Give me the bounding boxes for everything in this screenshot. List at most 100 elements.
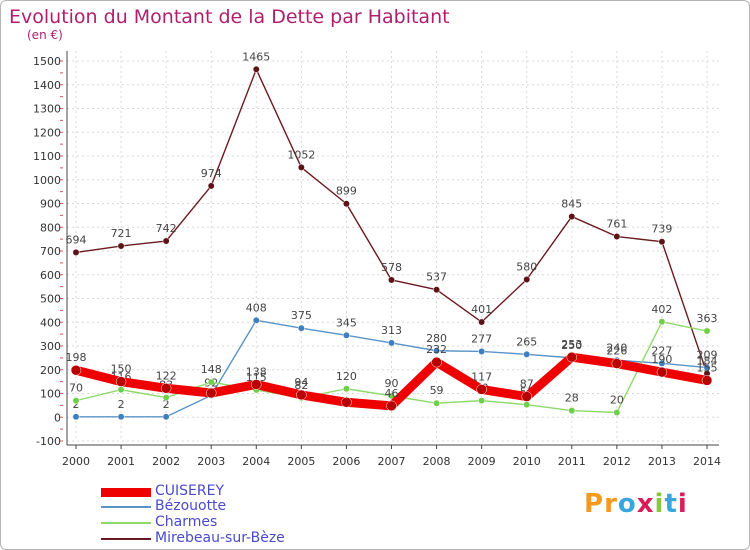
data-point-bezouotte — [388, 339, 395, 347]
data-label-bezouotte: 265 — [516, 335, 537, 348]
chart-title: Evolution du Montant de la Dette par Hab… — [9, 6, 450, 28]
x-tick-label: 2010 — [513, 455, 541, 468]
x-tick-label: 2005 — [287, 455, 315, 468]
y-tick-label: 400 — [40, 316, 61, 329]
x-tick-label: 2007 — [378, 455, 406, 468]
data-point-charmes — [388, 392, 395, 400]
data-point-cuiserey — [70, 364, 82, 376]
data-label-bezouotte: 375 — [291, 309, 312, 322]
data-label-bezouotte: 240 — [606, 341, 627, 354]
data-label-charmes: 363 — [697, 312, 718, 325]
plot-area — [67, 51, 719, 441]
x-tick-label: 2013 — [648, 455, 676, 468]
x-tick-label: 2003 — [197, 455, 225, 468]
data-point-mirebeau-sur-beze — [568, 213, 576, 221]
y-tick-label: 1000 — [33, 174, 61, 187]
data-label-bezouotte: 277 — [471, 332, 492, 345]
data-point-mirebeau-sur-beze — [297, 163, 305, 171]
data-point-charmes — [478, 397, 486, 405]
data-point-cuiserey — [656, 366, 668, 378]
data-point-charmes — [342, 385, 350, 393]
data-point-bezouotte — [117, 413, 125, 421]
y-tick-label: 500 — [40, 293, 61, 306]
data-label-mirebeau-sur-beze: 580 — [516, 261, 537, 274]
data-point-charmes — [568, 407, 576, 415]
data-point-mirebeau-sur-beze — [207, 182, 215, 190]
data-point-cuiserey — [296, 389, 307, 401]
data-label-bezouotte: 313 — [381, 324, 402, 337]
data-point-bezouotte — [72, 413, 80, 421]
data-label-mirebeau-sur-beze: 899 — [336, 185, 357, 198]
logo-letter: x — [636, 489, 655, 519]
y-tick-label: 600 — [40, 269, 61, 282]
legend-swatch-mirebeau — [101, 538, 151, 540]
y-tick-label: 1500 — [33, 55, 61, 68]
y-tick-label: 1300 — [33, 103, 61, 116]
data-label-mirebeau-sur-beze: 578 — [381, 261, 402, 274]
legend-label-cuiserey: CUISEREY — [155, 483, 225, 499]
data-label-mirebeau-sur-beze: 184 — [697, 355, 718, 368]
data-label-cuiserey: 138 — [246, 365, 267, 378]
legend-swatch-cuiserey — [101, 488, 151, 497]
data-label-mirebeau-sur-beze: 845 — [561, 198, 582, 211]
data-label-charmes: 28 — [565, 392, 579, 405]
data-point-charmes — [613, 409, 621, 416]
y-tick-label: 300 — [40, 340, 61, 353]
y-tick-label: 900 — [40, 198, 61, 211]
data-point-bezouotte — [433, 347, 441, 355]
legend-item-mirebeau: Mirebeau-sur-Bèze — [101, 530, 351, 547]
data-point-charmes — [523, 401, 531, 409]
y-tick-label: 700 — [40, 245, 61, 258]
chart-unit: (en €) — [27, 28, 63, 42]
data-label-bezouotte: 250 — [561, 339, 582, 352]
logo-letter: t — [664, 489, 678, 519]
x-tick-label: 2008 — [423, 455, 451, 468]
data-label-cuiserey: 253 — [561, 338, 582, 351]
data-point-mirebeau-sur-beze — [613, 233, 621, 240]
data-point-mirebeau-sur-beze — [117, 242, 125, 250]
data-label-cuiserey: 94 — [294, 376, 308, 389]
data-point-bezouotte — [342, 331, 350, 339]
logo-letter: i — [677, 489, 688, 519]
data-point-bezouotte — [523, 350, 531, 358]
data-point-bezouotte — [162, 413, 170, 421]
data-point-charmes — [72, 397, 80, 405]
data-point-bezouotte — [478, 348, 486, 355]
data-label-cuiserey: 190 — [651, 353, 672, 366]
data-point-charmes — [703, 327, 711, 335]
y-tick-label: 200 — [40, 364, 61, 377]
data-label-mirebeau-sur-beze: 974 — [201, 167, 222, 180]
y-tick-label: 1100 — [33, 150, 61, 163]
data-label-bezouotte: 280 — [426, 332, 447, 345]
legend-label-bezouotte: Bézouotte — [155, 498, 227, 514]
data-label-charmes: 120 — [336, 370, 357, 383]
data-point-bezouotte — [703, 364, 711, 372]
data-point-cuiserey — [205, 387, 217, 399]
data-label-bezouotte: 2 — [163, 398, 170, 411]
data-point-charmes — [117, 386, 125, 394]
x-tick-label: 2011 — [558, 455, 586, 468]
data-point-bezouotte — [658, 359, 666, 367]
data-point-bezouotte — [252, 316, 260, 324]
x-tick-label: 2004 — [242, 455, 270, 468]
legend-item-bezouotte: Bézouotte — [101, 498, 351, 515]
data-label-mirebeau-sur-beze: 721 — [111, 227, 132, 240]
x-tick-label: 2002 — [152, 455, 180, 468]
data-label-charmes: 82 — [294, 379, 308, 392]
y-tick-label: 800 — [40, 221, 61, 234]
x-tick-label: 2014 — [693, 455, 721, 468]
x-tick-label: 2001 — [107, 455, 135, 468]
x-tick-label: 2000 — [62, 455, 90, 468]
data-point-mirebeau-sur-beze — [658, 238, 666, 246]
data-label-bezouotte: 345 — [336, 316, 357, 329]
data-point-mirebeau-sur-beze — [252, 65, 260, 73]
data-label-cuiserey: 87 — [520, 378, 534, 391]
x-tick-label: 2012 — [603, 455, 631, 468]
data-point-charmes — [658, 318, 666, 326]
data-point-charmes — [433, 399, 441, 407]
data-point-bezouotte — [297, 324, 305, 332]
data-label-charmes: 70 — [69, 382, 83, 395]
data-label-mirebeau-sur-beze: 401 — [471, 303, 492, 316]
data-point-cuiserey — [115, 376, 127, 387]
